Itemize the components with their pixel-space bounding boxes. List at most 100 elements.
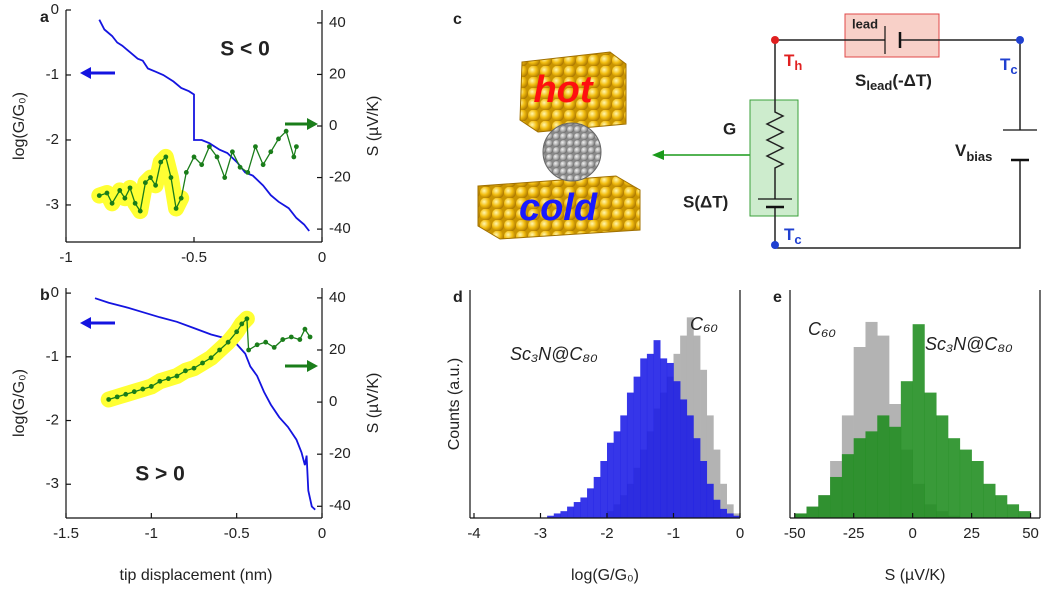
x-tick-label: 50 — [1022, 525, 1039, 542]
bar — [606, 442, 614, 518]
cold-electrode — [477, 175, 641, 240]
y2-tick-label: 20 — [329, 341, 346, 358]
junction-box — [749, 99, 799, 217]
x-tick-label: -1 — [667, 525, 680, 542]
bar — [912, 324, 925, 518]
junction-seebeck-label: S(ΔT) — [683, 192, 728, 211]
series-line — [99, 129, 298, 213]
point — [237, 164, 243, 170]
bar — [726, 513, 734, 518]
y2-tick-label: 40 — [329, 14, 346, 31]
series-label: Sc₃N@C₈₀ — [510, 344, 598, 364]
point — [222, 175, 228, 180]
y-tick-label: 0 — [51, 284, 59, 301]
arrow-head — [307, 360, 318, 372]
series-line — [98, 19, 310, 232]
point — [254, 342, 260, 348]
x-tick-label: -2 — [600, 525, 613, 542]
lead-label: lead — [852, 16, 878, 31]
point — [158, 159, 164, 165]
arrow-head — [652, 150, 664, 160]
bar — [806, 506, 819, 518]
point — [106, 397, 112, 402]
point — [104, 190, 110, 196]
x-axis-label: tip displacement (nm) — [120, 567, 273, 584]
subscript: bias — [966, 149, 992, 164]
symbol: T — [784, 51, 795, 70]
point — [117, 188, 123, 193]
point — [280, 337, 286, 342]
point — [123, 391, 129, 397]
conductance-label: G — [723, 119, 736, 138]
x-axis-label: S (µV/K) — [885, 567, 946, 584]
bar — [600, 461, 608, 518]
x-tick-label: -1.5 — [53, 525, 79, 542]
point — [122, 195, 128, 201]
symbol: S — [855, 71, 866, 90]
lead-box — [844, 13, 940, 58]
highlight — [100, 310, 255, 408]
point — [260, 162, 266, 168]
y2-tick-label: 20 — [329, 65, 346, 82]
panel-label: e — [773, 289, 782, 306]
y-tick-label: -1 — [46, 348, 59, 365]
x-tick-label: -1 — [145, 525, 158, 542]
bar — [865, 431, 878, 518]
y2-axis-label: S (µV/K) — [365, 373, 382, 434]
y-tick-label: -2 — [46, 131, 59, 148]
point — [283, 128, 289, 134]
bar — [706, 483, 714, 518]
hot-electrode — [519, 51, 627, 133]
y2-tick-label: -20 — [329, 169, 351, 186]
bar — [720, 483, 727, 518]
point — [183, 368, 188, 374]
bar — [580, 497, 588, 518]
y-axis-label: log(G/G₀) — [11, 369, 28, 437]
point — [96, 193, 102, 199]
point — [157, 378, 163, 384]
point — [288, 334, 294, 340]
y-tick-label: 0 — [51, 1, 59, 18]
point — [109, 200, 115, 206]
bar — [686, 415, 694, 518]
bar — [673, 381, 681, 518]
bar — [726, 504, 734, 518]
lead-seebeck-label: Slead(-ΔT) — [855, 71, 932, 93]
bar — [720, 508, 727, 518]
cold-label: cold — [519, 187, 598, 229]
bias-label: Vbias — [955, 141, 992, 164]
bar — [995, 495, 1008, 518]
bar — [794, 513, 807, 518]
point — [263, 339, 269, 345]
point — [166, 376, 171, 382]
bar — [818, 495, 831, 518]
symbol: V — [955, 141, 967, 160]
node — [771, 241, 779, 249]
x-tick-label: -4 — [467, 525, 480, 542]
bar — [948, 438, 961, 518]
point — [297, 337, 303, 342]
bar — [626, 392, 634, 518]
temperature-label: Th — [784, 51, 802, 73]
series-label: C₆₀ — [808, 319, 836, 339]
series-label: Sc₃N@C₈₀ — [925, 334, 1013, 354]
point — [276, 136, 281, 142]
bar — [573, 502, 581, 518]
x-tick-label: -0.5 — [224, 525, 250, 542]
point — [163, 154, 169, 160]
panel: S > 0 b -1.5 -1 -0.5 0 0 -1 -2 -3 40 20 0 -20 -40 log(G… — [11, 284, 382, 584]
point — [127, 185, 133, 191]
x-tick-label: -3 — [534, 525, 547, 542]
y2-tick-label: -40 — [329, 497, 351, 514]
y-tick-label: -3 — [46, 475, 59, 492]
y-tick-label: -1 — [46, 66, 59, 83]
bar — [713, 499, 721, 518]
point — [271, 344, 277, 350]
panel-label: d — [453, 289, 463, 306]
panel: C₆₀ Sc₃N@C₈₀ d -4 -3 -2 -1 0 Counts (a.u.) log(G/… — [446, 289, 744, 584]
bar — [680, 399, 688, 518]
bar — [567, 506, 575, 518]
node — [1016, 36, 1024, 44]
